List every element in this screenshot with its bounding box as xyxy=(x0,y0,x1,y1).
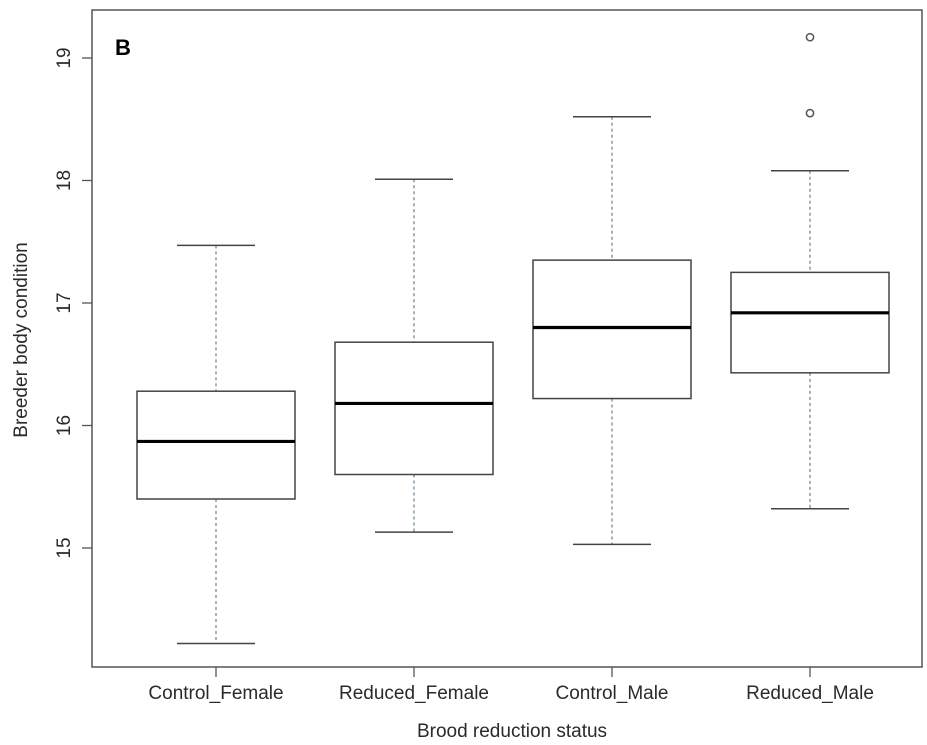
box-control-female xyxy=(136,244,296,645)
x-tick-label: Control_Female xyxy=(148,683,283,704)
y-axis: 15 16 17 18 19 xyxy=(54,47,92,559)
y-axis-title: Breeder body condition xyxy=(11,242,32,437)
x-tick-label: Reduced_Female xyxy=(339,683,489,704)
iqr-box xyxy=(532,259,692,400)
panel-label: B xyxy=(115,35,131,60)
box-series xyxy=(136,32,890,645)
y-tick-label: 16 xyxy=(54,415,75,436)
x-tick-label: Reduced_Male xyxy=(746,683,874,704)
iqr-box xyxy=(334,341,494,476)
outlier-point xyxy=(805,108,815,118)
iqr-box xyxy=(730,271,890,374)
box-reduced-male xyxy=(730,32,890,510)
outlier-point xyxy=(805,32,815,42)
y-tick-label: 19 xyxy=(54,47,75,68)
box-reduced-female xyxy=(334,178,494,533)
iqr-box xyxy=(136,390,296,500)
box-control-male xyxy=(532,116,692,546)
plot-frame xyxy=(91,9,923,668)
y-tick-label: 15 xyxy=(54,537,75,558)
y-tick-label: 18 xyxy=(54,170,75,191)
x-tick-label: Control_Male xyxy=(556,683,669,704)
x-axis: Control_Female Reduced_Female Control_Male… xyxy=(148,667,874,704)
y-tick-label: 17 xyxy=(54,292,75,313)
x-axis-title: Brood reduction status xyxy=(417,721,607,742)
